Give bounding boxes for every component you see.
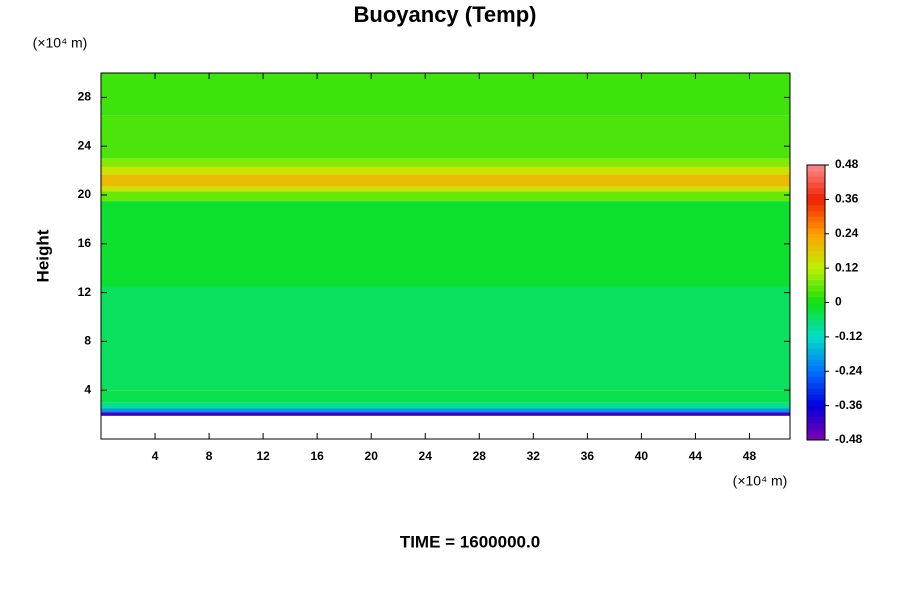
- colorbar-swatch: [807, 279, 825, 286]
- plot-frame: [100, 72, 791, 440]
- x-tick-label: 36: [581, 449, 595, 463]
- colorbar-swatch: [807, 302, 825, 309]
- colorbar-swatch: [807, 411, 825, 418]
- y-tick-label: 8: [84, 334, 91, 348]
- colorbar-swatch: [807, 273, 825, 280]
- colorbar-swatch: [807, 365, 825, 372]
- colorbar-swatch: [807, 245, 825, 252]
- colorbar-swatch: [807, 268, 825, 275]
- colorbar-swatch: [807, 348, 825, 355]
- footer: TIME = 1600000.0: [400, 532, 540, 551]
- colorbar-swatch: [807, 210, 825, 217]
- colorbar-swatch: [807, 336, 825, 343]
- colorbar-swatch: [807, 325, 825, 332]
- x-tick-label: 32: [527, 449, 541, 463]
- x-tick-label: 20: [365, 449, 379, 463]
- colorbar-swatch: [807, 205, 825, 212]
- colorbar-label: -0.12: [835, 329, 863, 343]
- y-tick-label: 24: [78, 138, 92, 152]
- colorbar-swatch: [807, 216, 825, 223]
- colorbar-label: 0.24: [835, 226, 859, 240]
- colorbar-swatch: [807, 296, 825, 303]
- x-tick-label: 16: [310, 449, 324, 463]
- heat-band: [101, 412, 790, 416]
- colorbar-swatch: [807, 399, 825, 406]
- heat-band: [101, 402, 790, 409]
- x-unit: (×10⁴ m): [733, 473, 788, 489]
- x-tick-label: 8: [206, 449, 213, 463]
- colorbar-swatch: [807, 313, 825, 320]
- colorbar-swatch: [807, 359, 825, 366]
- heat-band: [101, 174, 790, 187]
- colorbar-swatch: [807, 405, 825, 412]
- colorbar-swatch: [807, 165, 825, 172]
- y-tick-label: 16: [78, 236, 92, 250]
- colorbar-swatch: [807, 170, 825, 177]
- colorbar-swatch: [807, 187, 825, 194]
- colorbar-label: -0.48: [835, 432, 863, 446]
- chart-title: Buoyancy (Temp): [354, 2, 537, 27]
- colorbar-swatch: [807, 256, 825, 263]
- y-unit: (×10⁴ m): [33, 35, 88, 51]
- x-tick-label: 4: [152, 449, 159, 463]
- colorbar-swatch: [807, 422, 825, 429]
- x-tick-label: 44: [689, 449, 703, 463]
- colorbar-swatch: [807, 371, 825, 378]
- x-tick-label: 24: [419, 449, 433, 463]
- colorbar-label: 0.36: [835, 192, 859, 206]
- heat-band: [101, 191, 790, 202]
- heat-band: [101, 73, 790, 116]
- heat-band: [101, 390, 790, 403]
- colorbar-swatch: [807, 222, 825, 229]
- colorbar-swatch: [807, 176, 825, 183]
- colorbar-swatch: [807, 285, 825, 292]
- y-tick-label: 12: [78, 285, 92, 299]
- heat-band: [101, 286, 790, 391]
- heat-band: [101, 166, 790, 175]
- colorbar-swatch: [807, 434, 825, 441]
- colorbar-swatch: [807, 182, 825, 189]
- colorbar-swatch: [807, 199, 825, 206]
- colorbar-swatch: [807, 417, 825, 424]
- colorbar-swatch: [807, 376, 825, 384]
- x-tick-label: 28: [473, 449, 487, 463]
- colorbar-swatch: [807, 193, 825, 200]
- colorbar-swatch: [807, 233, 825, 240]
- y-tick-label: 4: [84, 382, 91, 396]
- colorbar-swatch: [807, 331, 825, 338]
- heat-band: [101, 158, 790, 167]
- y-axis-label: Height: [33, 229, 52, 282]
- x-tick-label: 12: [256, 449, 270, 463]
- heat-band: [101, 186, 790, 192]
- colorbar-swatch: [807, 388, 825, 395]
- colorbar-swatch: [807, 428, 825, 435]
- heat-band: [101, 201, 790, 287]
- colorbar-swatch: [807, 250, 825, 257]
- colorbar-swatch: [807, 291, 825, 298]
- colorbar-label: -0.36: [835, 398, 863, 412]
- colorbar-swatch: [807, 239, 825, 246]
- colorbar-swatch: [807, 262, 825, 269]
- colorbar-swatch: [807, 382, 825, 389]
- y-tick-label: 20: [78, 187, 92, 201]
- heat-band: [101, 115, 790, 159]
- colorbar-label: 0: [835, 295, 842, 309]
- y-tick-label: 28: [78, 90, 92, 104]
- colorbar-swatch: [807, 308, 825, 315]
- colorbar-label: 0.12: [835, 260, 859, 274]
- colorbar-swatch: [807, 354, 825, 361]
- x-tick-label: 40: [635, 449, 649, 463]
- colorbar-label: 0.48: [835, 157, 859, 171]
- heat-band: [101, 408, 790, 413]
- colorbar-swatch: [807, 319, 825, 326]
- colorbar-swatch: [807, 394, 825, 401]
- colorbar-swatch: [807, 228, 825, 235]
- colorbar-swatch: [807, 342, 825, 349]
- colorbar-label: -0.24: [835, 363, 863, 377]
- x-tick-label: 48: [743, 449, 757, 463]
